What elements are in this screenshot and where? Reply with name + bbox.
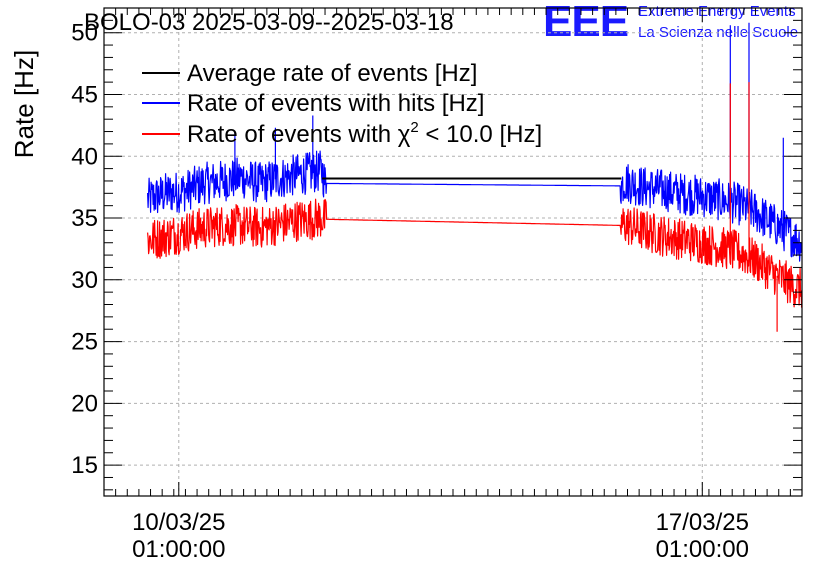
y-tick-label: 40 xyxy=(71,143,98,170)
y-axis-label: Rate [Hz] xyxy=(9,50,39,158)
legend-entry-label: Rate of events with χ2 < 10.0 [Hz] xyxy=(187,119,542,148)
logo-caption-line1: Extreme Energy Events xyxy=(638,3,796,20)
x-tick-date-label: 17/03/25 xyxy=(656,509,749,536)
x-tick-date-label: 10/03/25 xyxy=(132,509,225,536)
legend: Average rate of events [Hz] Rate of event… xyxy=(142,60,542,148)
y-tick-label: 35 xyxy=(71,205,98,232)
y-tick-label: 45 xyxy=(71,81,98,108)
tick-labels: 152025303540455010/03/2501:00:0017/03/25… xyxy=(71,20,749,563)
grid xyxy=(104,8,802,496)
x-tick-time-label: 01:00:00 xyxy=(132,536,225,563)
legend-entry-label: Rate of events with hits [Hz] xyxy=(187,90,484,117)
y-tick-label: 20 xyxy=(71,390,98,417)
chart-title: BOLO-03 2025-03-09--2025-03-18 xyxy=(84,9,454,36)
x-tick-time-label: 01:00:00 xyxy=(656,536,749,563)
eee-logo: EEE xyxy=(543,0,629,46)
y-tick-label: 15 xyxy=(71,452,98,479)
y-tick-label: 25 xyxy=(71,329,98,356)
axis-ticks xyxy=(104,7,803,496)
series-lines xyxy=(147,22,803,332)
y-tick-label: 50 xyxy=(71,20,98,47)
y-tick-label: 30 xyxy=(71,267,98,294)
series-line-2 xyxy=(147,82,803,332)
legend-entry-label: Average rate of events [Hz] xyxy=(187,60,477,87)
